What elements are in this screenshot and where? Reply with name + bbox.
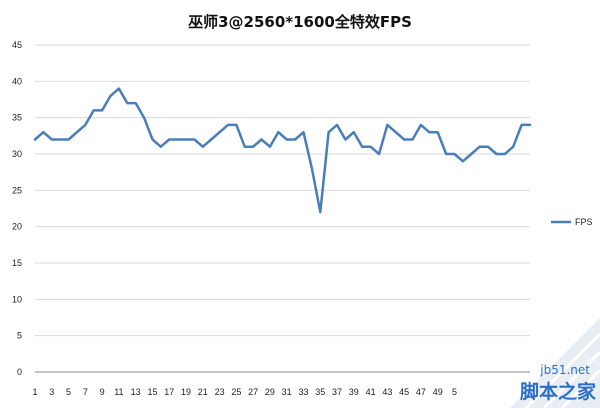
- x-tick-label: 17: [164, 387, 174, 397]
- watermark-name: 脚本之家: [520, 380, 597, 403]
- x-tick-label: 35: [315, 387, 325, 397]
- y-axis-ticks: 0 5 10 15 20 25 30 35 40 45: [12, 40, 22, 377]
- x-tick-label: 33: [298, 387, 308, 397]
- y-tick-label: 15: [12, 258, 22, 268]
- y-tick-label: 35: [12, 113, 22, 123]
- watermark-corner-stripes: [510, 318, 600, 408]
- x-tick-label: 13: [131, 387, 141, 397]
- x-tick-label: 23: [215, 387, 225, 397]
- chart-title: 巫师3@2560*1600全特效FPS: [188, 13, 412, 31]
- x-tick-label: 39: [349, 387, 359, 397]
- y-tick-label: 40: [12, 76, 22, 86]
- y-tick-label: 5: [17, 331, 22, 341]
- x-tick-label: 15: [147, 387, 157, 397]
- x-tick-label: 47: [416, 387, 426, 397]
- x-tick-label: 49: [433, 387, 443, 397]
- x-tick-label: 11: [114, 387, 123, 397]
- x-tick-label: 31: [282, 387, 292, 397]
- x-tick-label: 1: [32, 387, 37, 397]
- y-tick-label: 25: [12, 185, 22, 195]
- x-tick-label: 43: [382, 387, 392, 397]
- y-tick-label: 10: [12, 294, 22, 304]
- x-tick-label: 27: [248, 387, 258, 397]
- y-tick-label: 45: [12, 40, 22, 50]
- watermark-site: jb51.net: [539, 363, 590, 377]
- y-tick-label: 0: [17, 367, 22, 377]
- x-tick-label: 3: [49, 387, 54, 397]
- gridlines: [35, 44, 530, 337]
- x-tick-label: 37: [332, 387, 342, 397]
- series-line-fps: [33, 87, 532, 214]
- legend-label-fps: FPS: [575, 217, 593, 227]
- y-tick-label: 30: [12, 149, 22, 159]
- x-tick-label: 41: [366, 387, 376, 397]
- x-tick-label: 7: [83, 387, 88, 397]
- watermark-logo: jb51.net 脚本之家: [510, 318, 600, 408]
- x-tick-label: 21: [198, 387, 208, 397]
- y-tick-label: 20: [12, 222, 22, 232]
- x-tick-label: 19: [181, 387, 191, 397]
- x-tick-label: 5: [452, 387, 457, 397]
- x-tick-label: 45: [399, 387, 409, 397]
- x-tick-label: 9: [100, 387, 105, 397]
- series-layer: [33, 87, 532, 214]
- x-tick-label: 5: [66, 387, 71, 397]
- x-tick-label: 29: [265, 387, 275, 397]
- legend: FPS: [551, 217, 593, 227]
- x-axis-ticks: 1 3 5 7 9 11 13 15 17 19 21 23 25 27 29 31 33 35 37 39 41 43 4…: [32, 387, 457, 397]
- x-tick-label: 25: [231, 387, 241, 397]
